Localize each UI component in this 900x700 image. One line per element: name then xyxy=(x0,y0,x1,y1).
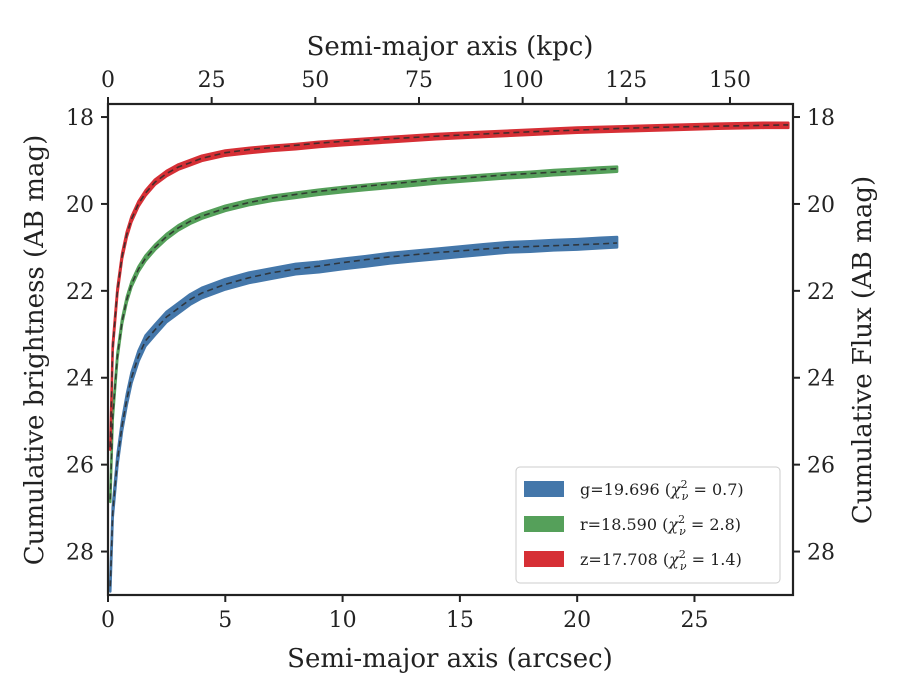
model-curve-2 xyxy=(109,124,789,448)
plot-frame xyxy=(106,102,795,597)
y2-tick-label: 24 xyxy=(807,367,835,392)
x-tick-label: 25 xyxy=(680,608,708,633)
y-tick-label: 26 xyxy=(66,454,94,479)
legend-label-0: g=19.696 (χ2 ν = 0.7) xyxy=(580,478,744,503)
x-tick-label: 20 xyxy=(563,608,591,633)
model-curve-0 xyxy=(109,242,618,587)
legend-label-2: z=17.708 (χ2 ν = 1.4) xyxy=(580,548,742,573)
series-bands xyxy=(109,121,790,593)
y-tick-label: 24 xyxy=(66,367,94,392)
x-axis-top: 0 25 50 75 100 125 150 xyxy=(101,68,751,104)
x2-tick-label: 0 xyxy=(101,68,115,93)
y-axis-left: 18 20 22 24 26 28 xyxy=(66,106,108,566)
y-axis-right: 18 20 22 24 26 28 xyxy=(793,106,835,566)
x2-tick-label: 150 xyxy=(709,68,751,93)
y2-axis-label: Cumulative Flux (AB mag) xyxy=(848,176,878,524)
y2-tick-label: 22 xyxy=(807,280,835,305)
x-tick-label: 10 xyxy=(329,608,357,633)
y-tick-label: 28 xyxy=(66,541,94,566)
series-band-1 xyxy=(109,165,619,504)
legend-label-1: r=18.590 (χ2 ν = 2.8) xyxy=(580,513,741,538)
legend-swatch-0 xyxy=(524,481,564,497)
y2-tick-label: 20 xyxy=(807,193,835,218)
y-tick-label: 22 xyxy=(66,280,94,305)
y2-tick-label: 28 xyxy=(807,541,835,566)
x-axis-bottom: 0 5 10 15 20 25 xyxy=(101,595,708,633)
y2-tick-label: 26 xyxy=(807,454,835,479)
y-axis-label: Cumulative brightness (AB mag) xyxy=(20,135,50,566)
legend-swatch-1 xyxy=(524,516,564,532)
legend: g=19.696 (χ2 ν = 0.7) r=18.590 (χ2 ν = 2.8)… xyxy=(515,466,781,584)
x-tick-label: 5 xyxy=(218,608,232,633)
y-tick-label: 18 xyxy=(66,106,94,131)
x2-tick-label: 50 xyxy=(301,68,329,93)
x2-tick-label: 75 xyxy=(405,68,433,93)
x2-axis-label: Semi-major axis (kpc) xyxy=(307,32,594,62)
y-tick-label: 20 xyxy=(66,193,94,218)
x-tick-label: 15 xyxy=(446,608,474,633)
legend-box xyxy=(515,466,781,584)
model-curves xyxy=(109,124,789,587)
x2-tick-label: 125 xyxy=(605,68,647,93)
x-axis-label: Semi-major axis (arcsec) xyxy=(287,644,613,674)
y2-tick-label: 18 xyxy=(807,106,835,131)
x-tick-label: 0 xyxy=(101,608,115,633)
series-band-2 xyxy=(109,121,790,452)
x2-tick-label: 100 xyxy=(502,68,544,93)
series-band-0 xyxy=(109,235,619,593)
model-curve-1 xyxy=(109,167,618,500)
legend-swatch-2 xyxy=(524,551,564,567)
x2-tick-label: 25 xyxy=(198,68,226,93)
